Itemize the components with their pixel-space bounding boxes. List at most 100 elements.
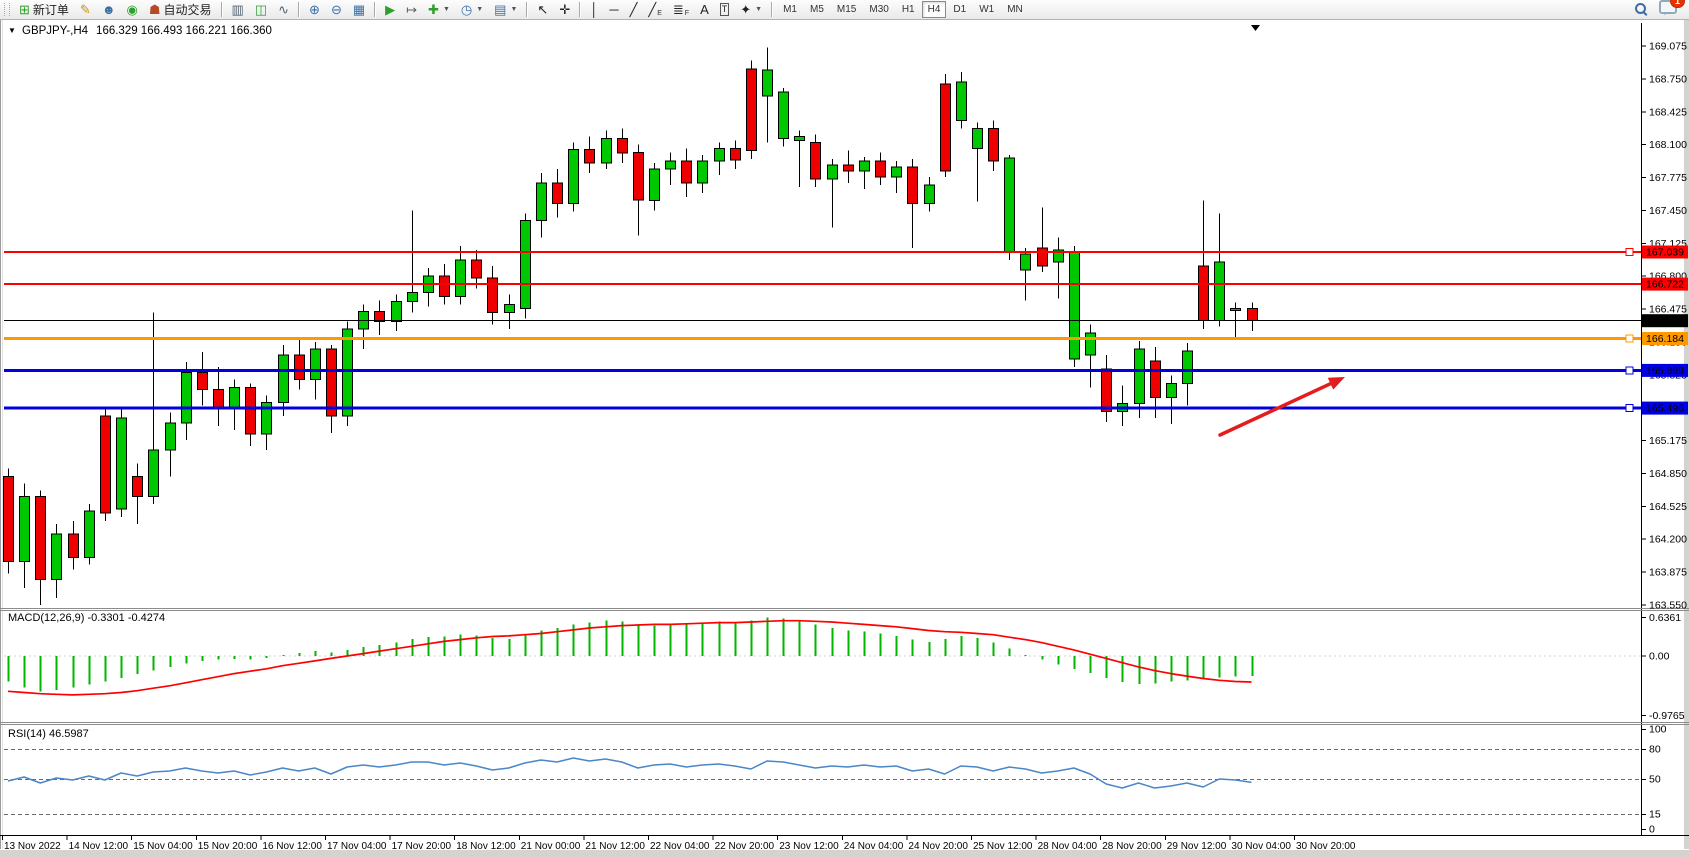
candle-body [245, 386, 256, 435]
crosshair-tool-button[interactable]: ✛ [554, 0, 575, 19]
zoom-out-icon: ⊖ [330, 2, 342, 17]
indicators-button[interactable]: ✚ ▼ [423, 0, 455, 19]
auto-scroll-icon: ▶ [385, 2, 396, 17]
profiles-button[interactable]: ☻ [97, 0, 121, 19]
timeframe-m15-button[interactable]: M15 [836, 4, 857, 15]
vertical-line-tool-button[interactable]: │ [585, 0, 603, 19]
zoom-out-button[interactable]: ⊖ [326, 0, 347, 19]
candle-body [568, 149, 579, 204]
trendline-tool-button[interactable]: ╱ [625, 0, 643, 19]
arrow-shaft[interactable] [1218, 381, 1333, 437]
line-chart-mode-icon: ∿ [278, 2, 290, 17]
macd-label: MACD(12,26,9) -0.3301 -0.4274 [8, 612, 165, 624]
candle-body [1247, 308, 1258, 322]
arrow-head [1327, 377, 1345, 390]
chart-shift-button[interactable]: ↦ [401, 0, 422, 19]
search-button[interactable] [1629, 0, 1654, 19]
price-tick-label: 167.450 [1649, 205, 1687, 217]
candle-body [972, 128, 983, 150]
price-tick-label: 166.475 [1649, 304, 1687, 316]
candle-body [956, 81, 967, 121]
signals-button[interactable]: ◉ [122, 0, 143, 19]
toolbar-separator [579, 2, 582, 17]
line-handle[interactable] [1625, 247, 1634, 257]
candle-body [165, 422, 176, 451]
auto-scroll-button[interactable]: ▶ [380, 0, 400, 19]
line-handle[interactable] [1625, 366, 1634, 375]
candle-body [1004, 157, 1015, 253]
zoom-in-button[interactable]: ⊕ [304, 0, 325, 19]
timeframe-h1-button[interactable]: H1 [901, 4, 915, 15]
fibonacci-tool-button[interactable]: ≣ F [668, 0, 694, 19]
crayon-tool-button[interactable]: ✎ [75, 0, 96, 19]
candle-body [617, 138, 628, 154]
candle-body [487, 277, 498, 314]
text-label-tool-button[interactable]: T [715, 0, 735, 19]
dropdown-arrow-icon[interactable]: ▼ [442, 6, 450, 13]
candle-body [68, 533, 79, 558]
candle-body [1085, 332, 1096, 356]
crayon-tool-icon: ✎ [79, 2, 91, 17]
macd-pane[interactable]: MACD(12,26,9) -0.3301 -0.4274 0.6361 0.00 -… [4, 612, 1685, 722]
candle-body [342, 328, 353, 417]
bar-chart-mode-button[interactable]: ▥ [227, 0, 249, 19]
time-axis[interactable]: 13 Nov 2022 14 Nov 12:00 15 Nov 04:00 15 No… [2, 836, 1356, 850]
rsi-tick-label: 0 [1649, 824, 1655, 836]
line-handle[interactable] [1625, 334, 1634, 343]
price-tick-label: 165.175 [1649, 435, 1687, 447]
rsi-tick-label: 80 [1649, 744, 1661, 756]
templates-button[interactable]: ▤ ▼ [489, 0, 522, 19]
chart-title: ▼ GBPJPY-,H4 166.329 166.493 166.221 166.3… [8, 25, 272, 37]
notifications-button[interactable]: 1 [1659, 0, 1685, 19]
timeframe-m5-button[interactable]: M5 [810, 4, 824, 15]
time-tick-label: 28 Nov 20:00 [1102, 841, 1162, 850]
time-tick-label: 28 Nov 04:00 [1038, 841, 1098, 850]
trend-arrow-annotation[interactable] [1218, 377, 1345, 437]
timeframe-h4-button[interactable]: H4 [921, 1, 947, 18]
dropdown-arrow-icon[interactable]: ▼ [476, 6, 484, 13]
line-handle[interactable] [1625, 404, 1634, 413]
toolbar-drag-handle[interactable] [4, 3, 10, 16]
timeframe-m30-button[interactable]: M30 [869, 4, 889, 15]
cursor-tool-button[interactable]: ↖ [532, 0, 553, 19]
timeframe-m1-button[interactable]: M1 [783, 4, 797, 15]
window-right-edge [1684, 20, 1689, 850]
new-order-button[interactable]: ⊞ 新订单 [14, 0, 74, 19]
candle-body [1166, 382, 1177, 399]
auto-trading-button[interactable]: ☗ 自动交易 [144, 0, 217, 19]
candle-body [374, 311, 385, 323]
timeframe-d1-button[interactable]: D1 [953, 4, 967, 15]
text-tool-button[interactable]: A [695, 0, 714, 19]
candlestick-mode-button[interactable]: ◫ [250, 0, 272, 19]
line-chart-mode-button[interactable]: ∿ [273, 0, 294, 19]
timeframe-w1-button[interactable]: W1 [979, 4, 995, 15]
fibonacci-tool-icon: ≣ [672, 2, 684, 17]
candle-body [19, 496, 30, 562]
chart-menu-icon[interactable]: ▼ [8, 26, 16, 35]
chart-window[interactable]: 169.075 168.750 168.425 168.100 167.775 167.4… [0, 20, 1689, 850]
dropdown-arrow-icon[interactable]: ▼ [755, 6, 763, 13]
text-label-tool-icon: T [719, 3, 730, 16]
timeframe-mn-button[interactable]: MN [1007, 4, 1023, 15]
candle-body [827, 164, 838, 180]
periods-button[interactable]: ◷ ▼ [456, 0, 488, 19]
macd-tick-label: 0.6361 [1649, 612, 1681, 624]
notification-badge: 1 [1670, 0, 1685, 8]
candle-body [907, 166, 918, 204]
dropdown-arrow-icon[interactable]: ▼ [510, 6, 518, 13]
price-tick-label: 167.775 [1649, 172, 1687, 184]
time-tick-label: 14 Nov 12:00 [69, 841, 129, 850]
equidistant-channel-tool-button[interactable]: ╱ E [643, 0, 667, 19]
time-tick-label: 22 Nov 04:00 [650, 841, 710, 850]
macd-tick-label: 0.00 [1649, 651, 1670, 663]
arrows-tool-button[interactable]: ✦ ▼ [735, 0, 767, 19]
tile-windows-button[interactable]: ▦ [348, 0, 370, 19]
candle-body [116, 417, 127, 510]
toolbar-separator [220, 2, 223, 17]
chart-shift-marker-icon[interactable] [1251, 25, 1260, 31]
horizontal-line-tool-button[interactable]: ─ [604, 0, 623, 19]
price-badge-label: 166.360 [1646, 315, 1684, 327]
toolbar-separator [374, 2, 377, 17]
rsi-pane[interactable]: RSI(14) 46.5987 100 80 50 15 0 [4, 724, 1667, 836]
time-tick-label: 29 Nov 12:00 [1167, 841, 1227, 850]
